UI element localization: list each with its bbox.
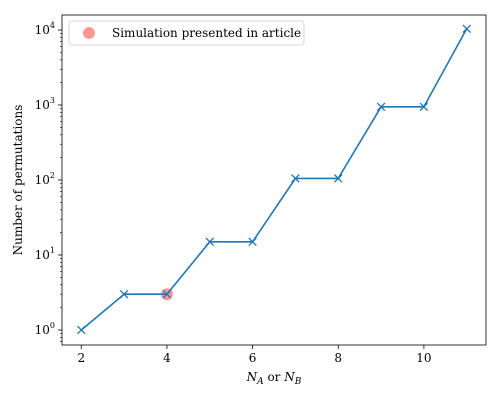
y-tick-exponent: 3 xyxy=(50,96,55,105)
y-tick-exponent: 0 xyxy=(50,321,55,330)
x-axis-label-part: N xyxy=(246,370,258,384)
y-tick-base: 10 xyxy=(35,98,50,112)
y-tick-base: 10 xyxy=(35,323,50,337)
y-axis-label: Number of permutations xyxy=(11,105,25,256)
y-tick-label: 104 xyxy=(35,21,55,37)
data-point xyxy=(205,237,215,247)
x-axis-label: NA or NB xyxy=(246,370,302,387)
plot-area xyxy=(77,24,471,335)
data-point xyxy=(462,24,471,33)
x-axis-label-part: B xyxy=(294,377,302,387)
x-tick-label: 2 xyxy=(77,351,85,365)
legend-box xyxy=(68,20,305,46)
x-tick-label: 10 xyxy=(416,351,431,365)
data-point xyxy=(291,174,300,183)
data-point xyxy=(248,237,257,247)
legend-label: Simulation presented in article xyxy=(112,26,301,40)
series-line xyxy=(80,28,468,331)
data-point xyxy=(376,102,386,112)
y-tick-exponent: 1 xyxy=(50,246,55,255)
x-axis-label-part: A xyxy=(256,377,264,387)
legend: Simulation presented in article xyxy=(68,20,305,46)
y-tick-base: 10 xyxy=(35,248,50,262)
data-point xyxy=(119,289,129,299)
x-axis-label-part: or xyxy=(264,370,285,384)
x-tick-label: 6 xyxy=(249,351,257,365)
y-tick-exponent: 2 xyxy=(50,171,55,180)
y-tick-label: 102 xyxy=(35,171,55,187)
y-tick-exponent: 4 xyxy=(50,21,55,30)
x-tick-label: 4 xyxy=(163,351,171,365)
legend-marker xyxy=(83,27,95,39)
data-point xyxy=(333,174,343,183)
y-tick-base: 10 xyxy=(35,173,50,187)
y-tick-label: 100 xyxy=(35,321,55,337)
data-point xyxy=(162,289,172,299)
y-tick-label: 101 xyxy=(35,246,55,262)
x-axis-label-part: N xyxy=(283,370,295,384)
y-tick-base: 10 xyxy=(35,23,50,37)
data-point xyxy=(419,102,429,112)
data-point xyxy=(77,325,86,335)
y-tick-label: 103 xyxy=(35,96,55,112)
x-tick-label: 8 xyxy=(334,351,342,365)
